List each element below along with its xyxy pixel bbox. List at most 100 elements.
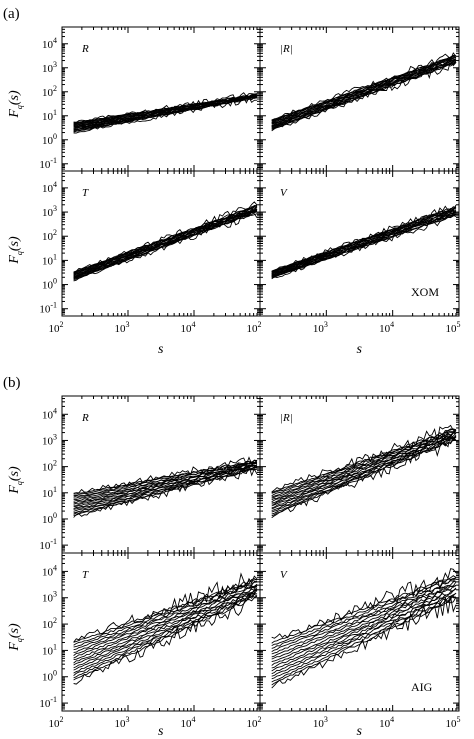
series-line [73,93,258,124]
x-axis-label: s [357,342,363,357]
series-line [271,436,457,511]
series-line [271,595,457,683]
series-line [271,596,457,689]
y-tick-label: 10-1 [39,537,57,552]
y-axis-label: Fq(s) [7,236,24,265]
series-line [73,466,258,514]
series-line [73,464,258,505]
y-tick-label: 101 [42,252,57,267]
series-line [271,596,457,680]
series-line [73,466,258,510]
series-line [73,572,258,643]
panel-label: |R| [280,412,293,424]
svg-text:Fq(s): Fq(s) [7,466,24,495]
panel-label: V [280,187,288,199]
series-line [73,209,258,277]
y-axis-label-sub: q [15,251,24,255]
series-line [73,201,258,273]
figure-b: (b) Fq(s) Fq(s) s s R 10-110010110210310… [3,375,461,739]
y-axis-label-main: F [7,255,22,265]
series-line [271,588,457,672]
series-line [271,211,457,277]
series-line [73,580,258,651]
y-axis-label: Fq(s) [7,90,24,119]
y-tick-label: 10-1 [39,301,57,316]
y-tick-label: 100 [42,669,57,684]
x-tick-label: 104 [181,715,196,730]
series-line [73,593,258,676]
y-tick-label: 104 [42,36,57,51]
series-line [271,592,457,675]
y-tick-label: 102 [42,459,57,474]
series-line [271,215,457,279]
series-line [73,585,258,659]
y-tick-label: 104 [42,406,57,421]
svg-text:Fq(s): Fq(s) [7,236,24,265]
series-line [271,428,457,494]
y-tick-label: 100 [42,132,57,147]
series-line [73,205,258,273]
series-line [271,576,457,649]
series-line [271,578,457,652]
x-tick-label: 104 [181,320,196,335]
panel-b-R: R 10-1 100 101 102 103 104 [39,395,261,554]
series-line [271,580,457,655]
y-tick-label: 103 [42,432,57,447]
y-axis-label-sub: q [15,638,24,642]
x-axis-label: s [158,724,164,739]
y-axis-label-tail: (s) [7,623,22,638]
figure-label-b: (b) [3,375,21,391]
series-line [73,468,258,515]
panel-b-V: V AIG 102 103 104 105 [247,552,461,730]
y-axis-label-tail: (s) [7,90,22,105]
panel-b-absR: |R| [259,395,460,554]
series-line [271,54,457,121]
series-line [271,596,457,686]
panel-label: R [81,43,89,55]
series-line [271,435,457,507]
series-line [271,209,457,275]
y-axis-label-tail: (s) [7,466,22,481]
stock-label: XOM [411,285,439,299]
y-tick-label: 104 [42,563,57,578]
x-tick-label: 105 [446,715,461,730]
x-tick-label: 102 [49,320,64,335]
y-tick-label: 100 [42,511,57,526]
series-line [73,464,258,508]
y-tick-label: 102 [42,616,57,631]
y-axis-label-tail: (s) [7,236,22,251]
y-axis-label-sub: q [15,481,24,485]
series-line [271,587,457,669]
series-line [271,593,457,677]
x-axis-label: s [357,724,363,739]
y-tick-label: 102 [42,228,57,243]
x-axis-label: s [158,342,164,357]
y-tick-label: 101 [42,642,57,657]
y-tick-label: 101 [42,485,57,500]
panel-label: T [82,187,89,199]
series-line [73,595,258,681]
series-line [271,58,457,127]
series-line [73,92,258,123]
panel-a-V: V XOM 102 103 104 105 [247,170,461,335]
series-line [271,577,457,646]
x-tick-label: 103 [313,715,328,730]
x-tick-label: 102 [247,715,262,730]
series-line [271,56,457,124]
series-line [271,436,457,513]
panel-a-absR: |R| [259,26,460,172]
panel-label: T [82,569,89,581]
series-line [73,211,258,282]
y-axis-label: Fq(s) [7,623,24,652]
series-line [271,588,457,666]
y-tick-label: 103 [42,590,57,605]
y-axis-label: Fq(s) [7,466,24,495]
series-line [271,429,457,499]
svg-text:Fq(s): Fq(s) [7,623,24,652]
series-line [271,52,457,121]
y-tick-label: 104 [42,180,57,195]
series-line [73,584,258,656]
x-tick-label: 105 [446,320,461,335]
series-line [271,209,457,274]
